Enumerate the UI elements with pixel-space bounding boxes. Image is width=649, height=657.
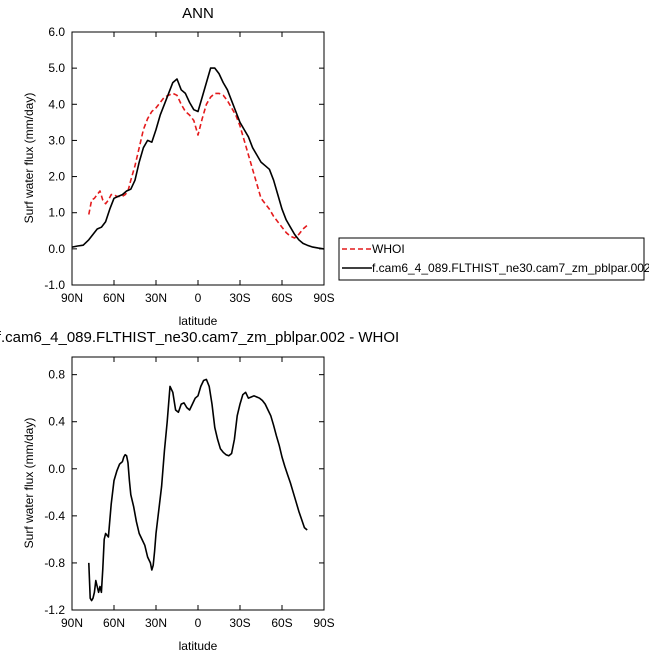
panel1-ytick-label: 5.0: [48, 61, 65, 75]
panel2-xtick-label: 30S: [229, 616, 250, 630]
panel2-ytick-label: -0.8: [44, 556, 65, 570]
panel1-xtick-label: 60N: [103, 291, 125, 305]
legend-whoi-label: WHOI: [372, 242, 405, 256]
panel1-xtick-label: 90S: [313, 291, 334, 305]
panel1-xtick-label: 0: [195, 291, 202, 305]
panel1-series-line-model: [71, 67, 325, 250]
panel2-xtick-label: 60S: [271, 616, 292, 630]
panel-difference: f.cam6_4_089.FLTHIST_ne30.cam7_zm_pblpar…: [0, 329, 399, 653]
panel2-ytick-label: 0.0: [48, 462, 65, 476]
panel1-ytick-label: 1.0: [48, 206, 65, 220]
panel1-y-label: Surf water flux (mm/day): [22, 93, 36, 224]
panel2-x-label: latitude: [179, 639, 218, 653]
panel2-title: f.cam6_4_089.FLTHIST_ne30.cam7_zm_pblpar…: [0, 329, 399, 346]
panel2-series: [88, 378, 308, 602]
panel1-title: ANN: [182, 5, 214, 22]
panel1-ytick-label: -1.0: [44, 278, 65, 292]
panel2-ytick-label: 0.4: [48, 415, 65, 429]
panel1-plot-frame: [71, 31, 325, 286]
panel1-xtick-label: 90N: [61, 291, 83, 305]
panel1-ytick-label: 4.0: [48, 97, 65, 111]
panel2-y-label: Surf water flux (mm/day): [22, 418, 36, 549]
panel1-ytick-label: 2.0: [48, 170, 65, 184]
panel2-xtick-label: 90N: [61, 616, 83, 630]
panel1-ytick-label: 6.0: [48, 25, 65, 39]
panel1-xtick-label: 60S: [271, 291, 292, 305]
panel1-ytick-label: 3.0: [48, 133, 65, 147]
panel1-xtick-label: 30N: [145, 291, 167, 305]
legend-box: [338, 237, 645, 281]
panel2-xtick-label: 90S: [313, 616, 334, 630]
panel1-x-label: latitude: [179, 314, 218, 328]
panel2-series-line-difference: [88, 378, 308, 602]
panel2-ytick-label: -1.2: [44, 603, 65, 617]
panel1-ytick-label: 0.0: [48, 242, 65, 256]
panel1-ticks: -1.0 0.0 1.0 2.0 3.0 4.0 5.0 6.0 90N 60N 30N 0 30S 60…: [44, 25, 334, 305]
panel1-series: [71, 67, 325, 250]
panel2-ytick-label: -0.4: [44, 509, 65, 523]
panel1-xtick-label: 30S: [229, 291, 250, 305]
panel-annual-mean: ANN -1.0 0.0 1.0 2.0 3.0 4.0 5.0 6.0 90N 60N 30N 0 3…: [22, 5, 335, 328]
panel2-xtick-label: 0: [195, 616, 202, 630]
panel2-ticks: -1.2 -0.8 -0.4 0.0 0.4 0.8 90N 60N 30N 0 30S 60S 90S: [44, 357, 335, 630]
legend: WHOI f.cam6_4_089.FLTHIST_ne30.cam7_zm_p…: [338, 237, 649, 281]
panel2-xtick-label: 60N: [103, 616, 125, 630]
panel2-xtick-label: 30N: [145, 616, 167, 630]
panel2-ytick-label: 0.8: [48, 368, 65, 382]
panel1-series-line-whoi: [88, 92, 308, 239]
legend-model-label: f.cam6_4_089.FLTHIST_ne30.cam7_zm_pblpar…: [372, 261, 649, 275]
